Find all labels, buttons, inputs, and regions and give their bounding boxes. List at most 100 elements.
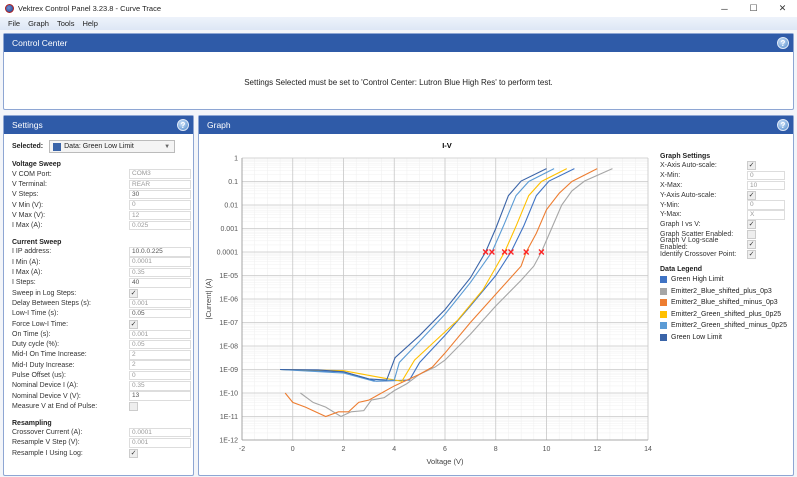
crossover-marker (488, 249, 495, 255)
x-tick-label: 8 (494, 446, 498, 453)
close-button[interactable]: ✕ (778, 3, 787, 13)
minimize-button[interactable]: ─ (721, 3, 728, 14)
series-line (280, 168, 568, 382)
setting-input[interactable]: 0.001 (129, 329, 191, 340)
setting-input[interactable]: 10 (747, 180, 785, 191)
legend-item[interactable]: Emitter2_Green_shifted_plus_0p25 (660, 308, 790, 320)
setting-input[interactable]: 0 (747, 170, 785, 181)
app-icon (5, 4, 14, 13)
setting-input[interactable]: 0.0001 (129, 427, 191, 438)
setting-row: V Terminal: REAR (12, 179, 193, 190)
y-tick-label: 1E-11 (220, 414, 238, 421)
setting-label: Graph I vs V: (660, 221, 701, 229)
maximize-button[interactable]: ☐ (749, 3, 758, 13)
legend-label: Emitter2_Green_shifted_plus_0p25 (671, 310, 782, 318)
setting-checkbox[interactable]: ✓ (747, 190, 756, 200)
legend-item[interactable]: Emitter2_Blue_shifted_minus_0p3 (660, 297, 790, 309)
setting-row: Y-Max: X (660, 210, 790, 220)
setting-row: V Min (V): 0 (12, 200, 193, 210)
menu-file[interactable]: File (8, 19, 21, 28)
setting-input[interactable]: 0.05 (129, 339, 191, 350)
setting-checkbox[interactable]: ✓ (747, 249, 756, 259)
setting-label: On Time (s): (12, 330, 51, 338)
legend-item[interactable]: Green High Limit (660, 274, 790, 286)
y-tick-label: 1E-08 (219, 344, 238, 351)
setting-input[interactable]: 0.001 (129, 438, 191, 448)
menu-graph[interactable]: Graph (28, 19, 49, 28)
setting-label: I Min (A): (12, 258, 41, 266)
setting-label: Sweep in Log Steps: (12, 289, 77, 297)
setting-input[interactable]: 0 (129, 200, 191, 210)
legend-label: Green High Limit (671, 276, 724, 284)
x-axis-label: Voltage (V) (426, 457, 464, 466)
x-tick-label: 2 (342, 446, 346, 453)
setting-input[interactable]: 0.35 (129, 381, 191, 391)
settings-title: Settings (12, 120, 43, 130)
y-tick-label: 1E-05 (219, 273, 238, 280)
setting-input[interactable]: X (747, 210, 785, 220)
y-tick-label: 1 (234, 156, 238, 163)
setting-row: Force Low-I Time: ✓ (12, 319, 193, 329)
graph-panel: Graph? -2 0 2 4 6 8 10 12 14 1 0.1 0.01 0.001 0.0001 1… (198, 115, 794, 476)
help-icon[interactable]: ? (777, 119, 789, 131)
setting-input[interactable]: 30 (129, 189, 191, 200)
setting-checkbox[interactable] (747, 229, 756, 239)
setting-checkbox[interactable] (129, 401, 138, 411)
setting-label: Identify Crossover Point: (660, 250, 737, 258)
setting-input[interactable]: REAR (129, 179, 191, 190)
setting-checkbox[interactable]: ✓ (129, 448, 138, 458)
setting-checkbox[interactable]: ✓ (747, 220, 756, 230)
menu-tools[interactable]: Tools (56, 19, 75, 28)
help-icon[interactable]: ? (177, 119, 189, 131)
setting-input[interactable]: 0.001 (129, 298, 191, 309)
setting-row: V COM Port: COM3 (12, 169, 193, 179)
legend-swatch (660, 322, 667, 330)
graph-settings-heading: Graph Settings (660, 153, 711, 160)
setting-checkbox[interactable]: ✓ (129, 288, 138, 298)
y-tick-label: 1E-10 (219, 391, 238, 398)
x-tick-label: 14 (644, 446, 652, 453)
setting-input[interactable]: 0.05 (129, 308, 191, 319)
setting-input[interactable]: 2 (129, 350, 191, 360)
y-tick-label: 0.01 (224, 203, 238, 210)
setting-input[interactable]: 2 (129, 360, 191, 370)
title-bar: Vektrex Control Panel 3.23.8 - Curve Tra… (0, 0, 797, 17)
y-tick-label: 0.001 (220, 226, 238, 233)
menu-help[interactable]: Help (82, 19, 98, 28)
setting-row: I IP address: 10.0.0.225 (12, 247, 193, 257)
legend-item[interactable]: Emitter2_Blue_shifted_plus_0p3 (660, 285, 790, 297)
selected-dropdown[interactable]: Data: Green Low Limit ▼ (49, 140, 176, 153)
setting-checkbox[interactable]: ✓ (747, 239, 756, 249)
setting-label: Duty cycle (%): (12, 341, 60, 349)
graph-settings: Graph Settings X-Axis Auto-scale: ✓ X-Min:… (660, 153, 790, 343)
setting-input[interactable]: 12 (129, 210, 191, 221)
setting-row: I Max (A): 0.35 (12, 267, 193, 278)
y-tick-label: 1E-07 (219, 320, 238, 327)
legend-swatch (660, 310, 667, 318)
setting-input[interactable]: 0.025 (129, 220, 191, 231)
legend-swatch (660, 333, 667, 341)
legend-item[interactable]: Emitter2_Green_shifted_minus_0p25 (660, 320, 790, 332)
setting-row: Low-I Time (s): 0.05 (12, 308, 193, 319)
legend-item[interactable]: Green Low Limit (660, 331, 790, 343)
setting-input[interactable]: 0.0001 (129, 257, 191, 267)
setting-label: X-Min: (660, 172, 681, 180)
setting-input[interactable]: 0.35 (129, 267, 191, 278)
series-line (300, 168, 613, 418)
setting-label: V COM Port: (12, 170, 52, 178)
setting-input[interactable]: 0 (747, 200, 785, 210)
setting-checkbox[interactable]: ✓ (129, 319, 138, 329)
setting-input[interactable]: 40 (129, 278, 191, 288)
setting-input[interactable]: 13 (129, 391, 191, 401)
setting-input[interactable]: COM3 (129, 169, 191, 179)
setting-input[interactable]: 10.0.0.225 (129, 247, 191, 257)
setting-checkbox[interactable]: ✓ (747, 161, 756, 171)
help-icon[interactable]: ? (777, 37, 789, 49)
setting-input[interactable]: 0 (129, 370, 191, 381)
setting-row: Duty cycle (%): 0.05 (12, 339, 193, 350)
setting-row: Y-Min: 0 (660, 200, 790, 210)
setting-label: Force Low-I Time: (12, 320, 69, 328)
y-tick-label: 0.0001 (217, 250, 239, 257)
setting-row: V Max (V): 12 (12, 210, 193, 221)
crossover-marker (508, 249, 514, 255)
